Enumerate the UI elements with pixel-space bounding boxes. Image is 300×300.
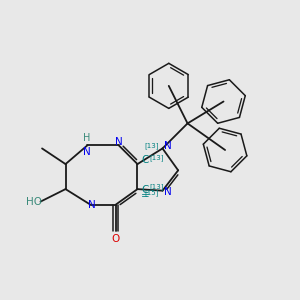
Text: N: N bbox=[88, 200, 96, 210]
Text: HO: HO bbox=[26, 196, 42, 207]
Text: =: = bbox=[141, 191, 150, 201]
Text: [13]: [13] bbox=[149, 154, 164, 160]
Text: C: C bbox=[141, 185, 148, 195]
Text: N: N bbox=[164, 187, 172, 197]
Text: N: N bbox=[115, 137, 123, 147]
Text: [13]: [13] bbox=[149, 183, 164, 190]
Text: O: O bbox=[112, 234, 120, 244]
Text: [15]: [15] bbox=[144, 189, 159, 196]
Text: N: N bbox=[83, 147, 91, 157]
Text: H: H bbox=[83, 133, 91, 143]
Text: [13]: [13] bbox=[144, 142, 159, 149]
Text: N: N bbox=[164, 141, 172, 151]
Text: C: C bbox=[141, 155, 148, 165]
